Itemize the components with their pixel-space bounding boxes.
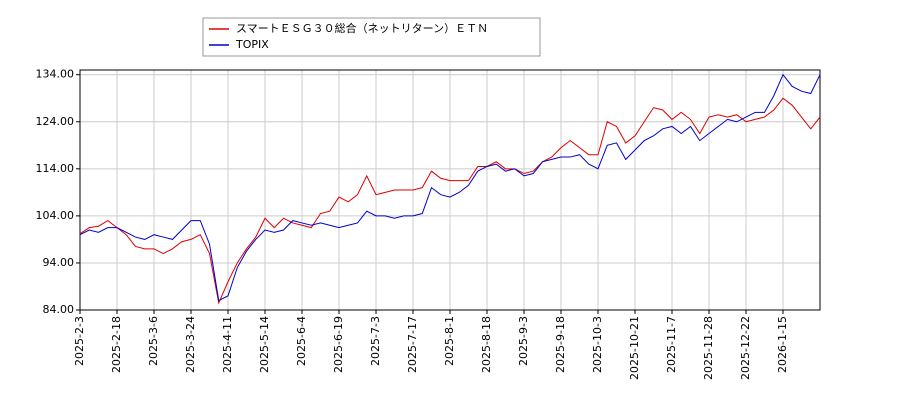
y-tick-label: 104.00: [36, 209, 75, 222]
series-line: [79, 73, 821, 302]
y-tick-label: 94.00: [43, 256, 75, 269]
series-line: [79, 97, 821, 305]
y-tick-label: 84.00: [43, 303, 75, 316]
plot-frame: [79, 69, 821, 311]
x-tick-label: 2025-10-21: [628, 316, 641, 380]
y-tick-label: 124.00: [36, 115, 75, 128]
x-tick-label: 2025-6-4: [295, 316, 308, 366]
x-tick-label: 2025-5-14: [258, 316, 271, 373]
y-tick-label: 134.00: [36, 68, 75, 81]
x-tick-label: 2025-9-3: [517, 316, 530, 366]
x-tick-label: 2025-12-22: [739, 316, 752, 380]
x-tick-label: 2025-11-7: [665, 316, 678, 373]
x-tick-label: 2025-2-18: [110, 316, 123, 373]
x-tick-label: 2025-7-3: [369, 316, 382, 366]
x-tick-label: 2025-10-3: [591, 316, 604, 373]
x-tick-label: 2025-6-19: [332, 316, 345, 373]
y-tick-label: 114.00: [36, 162, 75, 175]
x-tick-label: 2025-4-11: [221, 316, 234, 373]
legend-label: スマートＥＳＧ３０総合（ネットリターン）ＥＴＮ: [236, 21, 488, 35]
x-tick-label: 2025-3-24: [184, 316, 197, 373]
x-tick-label: 2025-7-17: [406, 316, 419, 373]
x-tick-label: 2025-8-18: [480, 316, 493, 373]
x-tick-label: 2026-1-15: [776, 316, 789, 373]
x-tick-label: 2025-11-28: [702, 316, 715, 380]
x-tick-label: 2025-2-3: [73, 316, 86, 366]
x-tick-label: 2025-8-1: [443, 316, 456, 366]
legend-box: [202, 17, 541, 57]
x-tick-label: 2025-3-6: [147, 316, 160, 366]
legend-label: TOPIX: [235, 38, 269, 51]
x-tick-label: 2025-9-18: [554, 316, 567, 373]
